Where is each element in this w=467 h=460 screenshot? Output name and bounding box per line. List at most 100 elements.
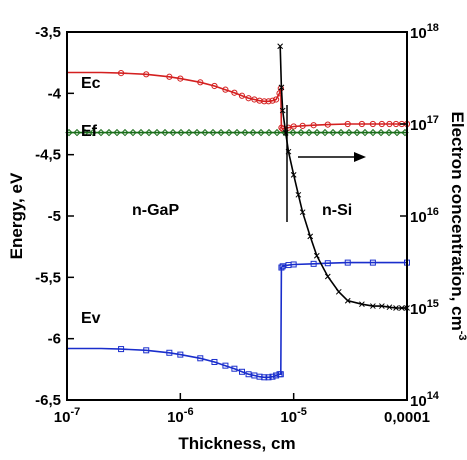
label-ev: Ev — [81, 310, 101, 327]
marker-ec-18 — [278, 124, 285, 131]
marker-ef-18 — [209, 128, 217, 137]
marker-ec-12 — [261, 98, 268, 105]
marker-ef-34 — [337, 128, 345, 137]
y-left-tick-label-2: -4,5 — [35, 147, 61, 164]
marker-ef-30 — [305, 128, 313, 137]
marker-ef-15 — [185, 128, 193, 137]
marker-ec-23 — [310, 122, 317, 129]
marker-ef-9 — [137, 128, 145, 137]
marker-ec-22 — [299, 122, 306, 129]
marker-n-13 — [359, 301, 365, 308]
tick-layer: 10-7 10-6 10-5 0,0001 -3,5 -4 -4,5 -5 -5,5 -6 -6,5… — [35, 22, 440, 426]
marker-ef-4 — [97, 128, 105, 137]
marker-ev-19 — [279, 263, 286, 270]
marker-ec-1 — [143, 71, 150, 78]
marker-ef-7 — [121, 128, 129, 137]
y-right-tick-label-2: 1016 — [410, 206, 439, 226]
marker-ef-28 — [289, 128, 297, 137]
marker-ec-0 — [117, 69, 125, 77]
label-ec: Ec — [81, 75, 101, 92]
marker-ev-4 — [197, 355, 204, 362]
marker-ev-0 — [118, 346, 125, 353]
marker-ev-6 — [222, 362, 229, 369]
marker-ec-5 — [211, 82, 218, 90]
series-line-ec — [67, 71, 407, 130]
marker-ev-25 — [369, 259, 376, 266]
x-tick-label-1: 10-6 — [167, 406, 193, 426]
x-tick-label-3: 0,0001 — [384, 409, 430, 426]
marker-ec-26 — [358, 120, 366, 128]
marker-ef-1 — [73, 128, 81, 137]
y-axis-label-right-exp: -3 — [456, 331, 467, 341]
marker-ef-31 — [313, 128, 321, 137]
marker-ef-37 — [361, 128, 369, 137]
marker-n-10 — [324, 273, 331, 280]
marker-ef-6 — [113, 128, 121, 137]
marker-ef-26 — [273, 128, 281, 137]
marker-ev-23 — [324, 260, 331, 267]
y-right-tick-label-3: 1015 — [410, 298, 439, 318]
y-left-tick-label-0: -3,5 — [35, 24, 61, 41]
marker-ev-13 — [265, 374, 272, 381]
marker-ec-29 — [386, 120, 393, 128]
y-left-tick-label-4: -5,5 — [35, 269, 61, 286]
marker-n-0 — [277, 43, 284, 50]
label-n-si: n-Si — [322, 202, 352, 219]
marker-ev-7 — [231, 365, 238, 372]
marker-ef-40 — [385, 128, 393, 137]
y-left-tick-label-5: -6 — [48, 331, 61, 348]
series-layer — [65, 43, 411, 381]
label-ef: Ef — [81, 123, 98, 140]
marker-ev-18 — [278, 264, 285, 271]
marker-ev-12 — [261, 374, 268, 381]
marker-ef-10 — [145, 128, 153, 137]
marker-ev-17 — [277, 371, 284, 378]
series-ef — [65, 128, 409, 137]
marker-n-8 — [307, 233, 314, 240]
y-left-tick-label-6: -6,5 — [35, 392, 61, 409]
marker-n-6 — [295, 191, 302, 198]
marker-ef-41 — [393, 128, 401, 137]
marker-ef-33 — [329, 128, 337, 137]
marker-ef-2 — [81, 128, 89, 137]
marker-ef-8 — [129, 128, 137, 137]
marker-ev-14 — [269, 373, 276, 380]
marker-ec-14 — [269, 97, 276, 104]
series-line-n — [279, 46, 407, 309]
marker-n-12 — [344, 297, 351, 304]
marker-n-16 — [386, 304, 393, 311]
marker-ec-7 — [231, 89, 238, 96]
marker-ef-38 — [369, 128, 377, 137]
arrow-head — [354, 152, 366, 162]
marker-ec-8 — [238, 92, 246, 99]
marker-n-1 — [278, 84, 285, 91]
marker-ec-6 — [222, 86, 229, 93]
marker-n-14 — [370, 303, 376, 309]
marker-ef-29 — [297, 128, 305, 137]
marker-ef-32 — [321, 128, 329, 137]
marker-ef-36 — [353, 128, 361, 137]
marker-ef-25 — [265, 128, 273, 137]
series-line-ev — [67, 261, 407, 379]
marker-ev-9 — [245, 371, 252, 378]
marker-ef-19 — [217, 128, 225, 137]
marker-ef-13 — [169, 128, 177, 137]
marker-ev-2 — [166, 349, 173, 356]
marker-ef-16 — [193, 128, 201, 137]
marker-ef-17 — [201, 128, 209, 137]
x-axis-label: Thickness, cm — [178, 434, 295, 453]
marker-ev-22 — [310, 260, 317, 267]
y-right-tick-label-1: 1017 — [410, 114, 439, 134]
x-tick-label-2: 10-5 — [280, 406, 306, 426]
marker-n-17 — [393, 305, 399, 311]
label-n-gap: n-GaP — [132, 202, 179, 219]
marker-ec-3 — [177, 75, 184, 82]
marker-ec-15 — [273, 96, 280, 103]
y-axis-label-right: Electron concentration, cm-3 — [448, 112, 467, 341]
marker-n-9 — [313, 252, 320, 259]
marker-ec-30 — [392, 120, 400, 128]
marker-n-2 — [279, 107, 286, 114]
x-tick-label-0: 10-7 — [54, 406, 80, 426]
marker-ev-24 — [344, 259, 351, 266]
